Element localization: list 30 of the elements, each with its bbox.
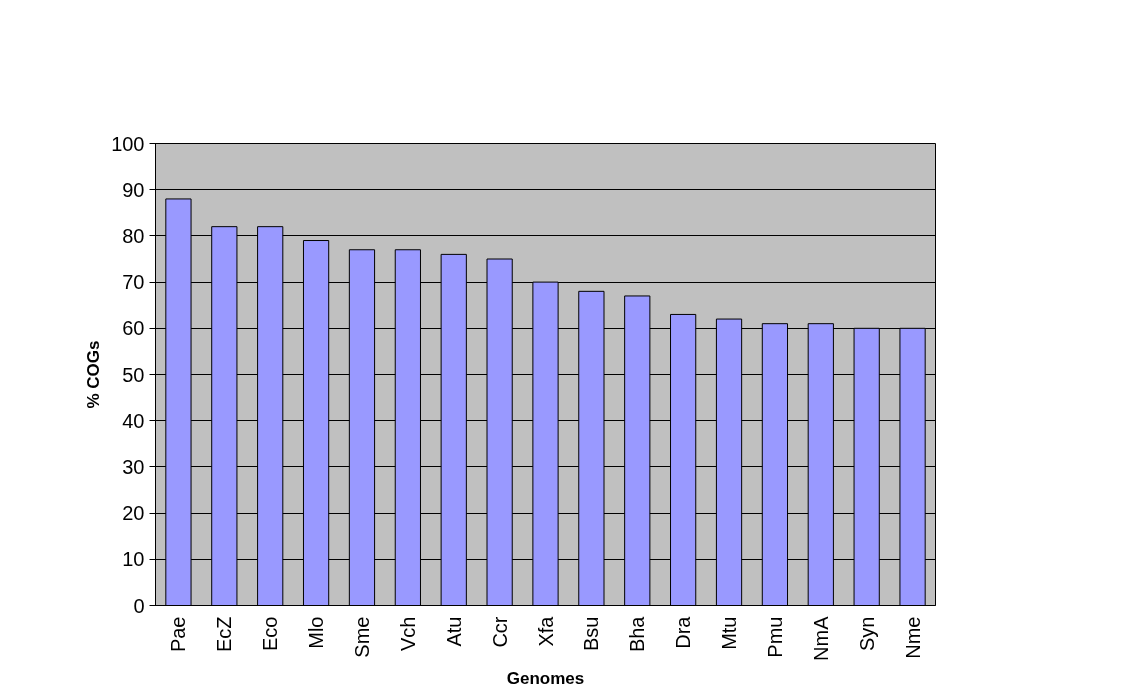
y-tick-label: 50 [122, 363, 145, 386]
y-tick-label: 20 [122, 502, 145, 525]
x-tick-label: Mtu [718, 616, 741, 650]
x-tick-label: Syn [855, 616, 878, 651]
x-tick-label: Nme [901, 616, 924, 659]
x-tick-label: Dra [672, 615, 695, 649]
x-tick-label: Sme [350, 616, 373, 658]
y-tick-label: 0 [133, 594, 145, 617]
x-tick-label: Bha [626, 615, 649, 653]
x-tick-label: Xfa [534, 615, 557, 647]
y-tick-label: 80 [122, 224, 145, 247]
x-axis-title: Genomes [506, 668, 585, 688]
y-tick-label: 40 [122, 409, 145, 432]
x-tick-label: Pae [167, 616, 190, 653]
y-tick-label: 10 [122, 548, 145, 571]
x-tick-label: Eco [259, 616, 282, 651]
x-tick-label: Pmu [763, 616, 786, 658]
x-tick-label: Bsu [580, 616, 603, 651]
y-tick-label: 60 [122, 317, 145, 340]
y-axis-title: % COGs [84, 340, 104, 409]
y-tick-label: 30 [122, 455, 145, 478]
x-tick-label: Vch [396, 616, 419, 651]
x-tick-label: Ccr [488, 616, 511, 648]
y-tick-label: 70 [122, 271, 145, 294]
x-tick-label: NmA [809, 615, 832, 661]
x-tick-label: Atu [442, 616, 465, 647]
y-tick-label: 90 [122, 178, 145, 201]
x-tick-label: EcZ [213, 616, 236, 653]
y-tick-label: 100 [111, 132, 145, 155]
x-tick-label: Mlo [305, 616, 328, 649]
